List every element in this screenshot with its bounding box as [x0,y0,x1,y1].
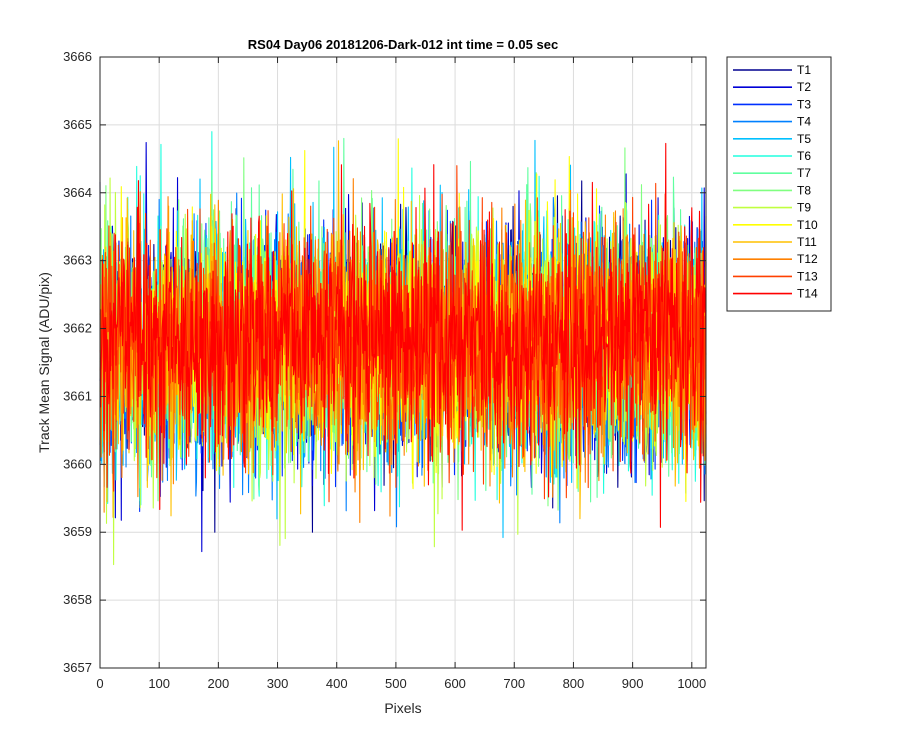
y-tick-label: 3662 [63,321,92,336]
series-line-T14 [99,142,707,531]
x-tick-label: 0 [96,676,103,691]
x-tick-label: 300 [267,676,289,691]
x-tick-label: 900 [622,676,644,691]
y-tick-label: 3658 [63,592,92,607]
legend-label: T5 [797,132,811,146]
x-tick-label: 500 [385,676,407,691]
legend-label: T10 [797,218,818,232]
y-tick-label: 3663 [63,253,92,268]
chart-title: RS04 Day06 20181206-Dark-012 int time = … [248,37,558,52]
x-tick-label: 200 [208,676,230,691]
y-tick-label: 3659 [63,524,92,539]
y-tick-label: 3657 [63,660,92,675]
legend-label: T11 [797,235,817,249]
y-tick-label: 3664 [63,185,92,200]
x-tick-label: 800 [563,676,585,691]
legend: T1 T2 T3 T4 T5 T6 T7 T8 T9 T10 T11 T12 T13 T14 [726,56,832,312]
legend-label: T7 [797,166,811,180]
legend-label: T8 [797,183,811,197]
x-tick-label: 600 [444,676,466,691]
series-lines [99,131,707,566]
ticks [99,56,706,669]
legend-label: T3 [797,97,811,111]
legend-box [726,56,832,312]
x-tick-label: 1000 [677,676,706,691]
y-tick-label: 3660 [63,456,92,471]
legend-label: T2 [797,80,811,94]
legend-label: T4 [797,115,811,129]
tick-labels: 0 100 200 300 400 500 600 700 800 900 1000 3657 3658… [63,49,706,691]
y-tick-label: 3661 [63,388,92,403]
y-tick-label: 3665 [63,117,92,132]
legend-label: T6 [797,149,811,163]
legend-label: T14 [797,287,818,301]
x-tick-label: 100 [148,676,170,691]
y-tick-label: 3666 [63,49,92,64]
legend-label: T13 [797,269,818,283]
axes-box [99,56,707,669]
legend-label: T9 [797,201,811,215]
legend-label: T12 [797,252,818,266]
y-axis-title: Track Mean Signal (ADU/pix) [36,272,52,453]
x-tick-label: 400 [326,676,348,691]
x-tick-label: 700 [503,676,525,691]
legend-label: T1 [797,63,811,77]
x-axis-title: Pixels [384,700,421,716]
